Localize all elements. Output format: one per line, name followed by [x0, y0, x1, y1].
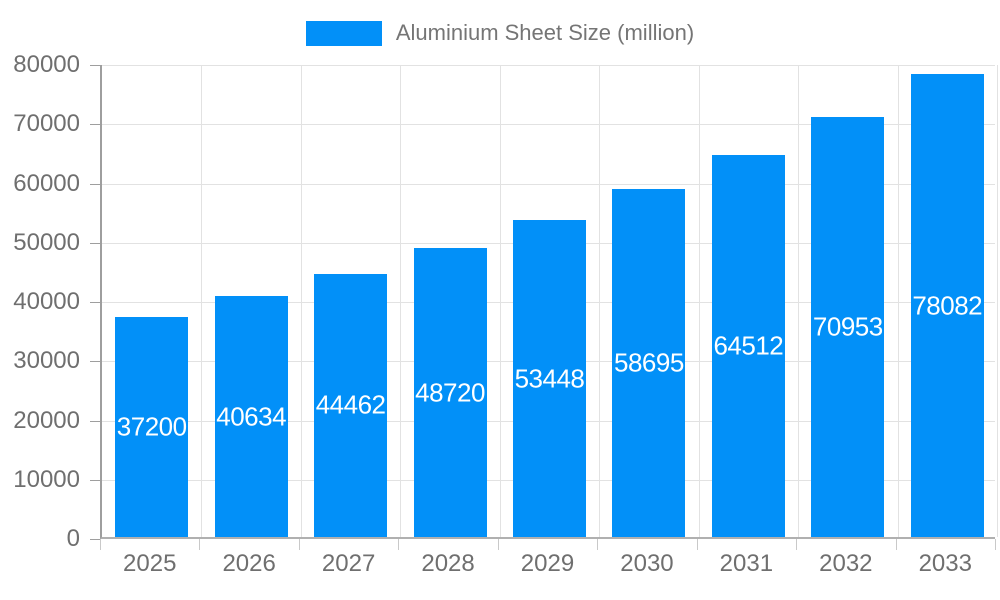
x-axis-label: 2028 — [421, 550, 475, 577]
x-axis-label: 2027 — [321, 550, 376, 577]
x-axis-tick — [796, 539, 798, 550]
y-axis-tick — [90, 242, 100, 244]
y-axis-label: 60000 — [13, 169, 80, 197]
v-gridline — [300, 65, 302, 537]
plot-area: 37200 40634 44462 48720 53448 58695 64512 70953… — [100, 65, 998, 539]
x-axis-tick — [497, 539, 499, 550]
v-gridline — [698, 65, 700, 537]
bar-value-label: 37200 — [116, 411, 187, 442]
y-axis-tick — [90, 65, 100, 66]
bar-value-label: 78082 — [912, 290, 983, 321]
bar-2032[interactable]: 70953 — [811, 116, 885, 537]
h-gridline — [102, 65, 995, 66]
y-axis-label: 50000 — [13, 228, 80, 256]
bar-2031[interactable]: 64512 — [711, 154, 785, 537]
legend: Aluminium Sheet Size (million) — [0, 16, 1000, 50]
x-axis-label: 2033 — [918, 550, 972, 577]
x-axis-label: 2025 — [123, 550, 177, 577]
y-axis-label: 80000 — [13, 51, 80, 78]
bar-2027[interactable]: 44462 — [314, 273, 388, 537]
x-axis-tick — [199, 539, 201, 550]
bar-value-label: 70953 — [812, 311, 883, 342]
y-axis-tick — [90, 420, 100, 422]
y-axis-label: 20000 — [13, 406, 80, 434]
y-axis-label: 30000 — [13, 347, 80, 375]
bar-2030[interactable]: 58695 — [612, 189, 686, 537]
bar-2025[interactable]: 37200 — [115, 316, 189, 537]
bar-2029[interactable]: 53448 — [512, 220, 587, 537]
x-axis-tick — [895, 539, 897, 550]
y-axis-label: 70000 — [13, 110, 80, 138]
v-gridline — [201, 65, 203, 537]
bar-value-label: 64512 — [713, 330, 784, 361]
legend-color-swatch — [305, 20, 382, 46]
bar-2033[interactable]: 78082 — [910, 74, 984, 537]
x-axis-tick — [100, 539, 101, 550]
y-axis-label: 0 — [66, 525, 80, 552]
x-axis-tick — [597, 539, 599, 550]
x-axis-label: 2032 — [819, 550, 873, 577]
y-axis-label: 10000 — [13, 465, 80, 493]
h-gridline — [102, 183, 995, 185]
v-gridline — [997, 65, 998, 537]
v-gridline — [499, 65, 501, 537]
bar-value-label: 44462 — [315, 389, 386, 420]
bar-value-label: 48720 — [415, 377, 485, 408]
v-gridline — [599, 65, 601, 537]
y-axis-tick — [90, 361, 100, 363]
y-axis-tick — [90, 183, 100, 185]
x-axis-label: 2029 — [520, 550, 575, 577]
x-axis-label: 2031 — [719, 550, 774, 577]
x-axis-label: 2026 — [222, 550, 276, 577]
x-axis-tick — [995, 539, 996, 550]
v-gridline — [400, 65, 402, 537]
y-axis-tick — [90, 539, 100, 540]
y-axis-label: 40000 — [13, 288, 80, 315]
v-gridline — [798, 65, 800, 537]
bar-value-label: 40634 — [216, 401, 287, 432]
y-axis-tick — [90, 124, 100, 126]
y-axis-tick — [90, 302, 100, 303]
bar-value-label: 58695 — [614, 347, 684, 378]
x-axis-label: 2030 — [620, 550, 674, 577]
x-axis-tick — [696, 539, 698, 550]
x-axis-tick — [398, 539, 400, 550]
legend-label: Aluminium Sheet Size (million) — [395, 20, 695, 45]
bar-value-label: 53448 — [514, 363, 585, 394]
x-axis-tick — [298, 539, 300, 550]
h-gridline — [102, 124, 995, 126]
v-gridline — [897, 65, 899, 537]
y-axis-tick — [90, 479, 100, 481]
bar-2026[interactable]: 40634 — [214, 296, 288, 537]
bar-2028[interactable]: 48720 — [413, 248, 487, 537]
